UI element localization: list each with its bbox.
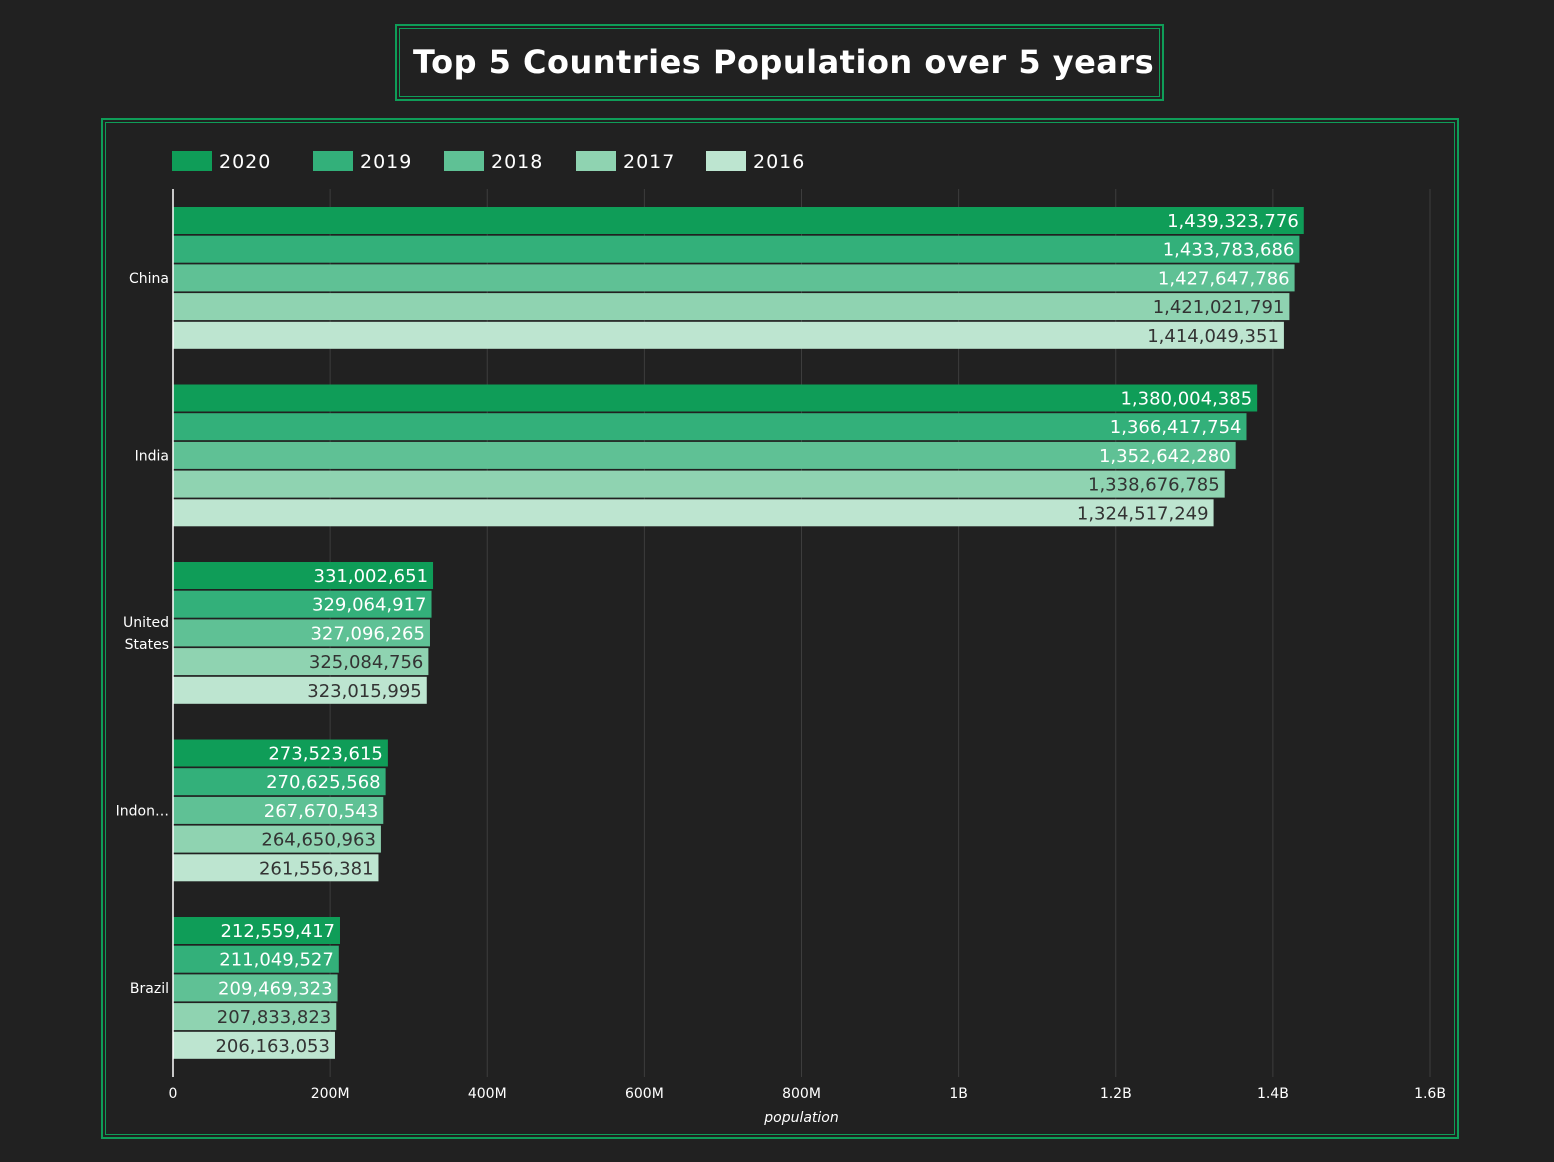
bar-value-label: 323,015,995	[307, 681, 422, 702]
bar	[173, 945, 339, 973]
legend-item: 2019	[313, 151, 412, 173]
bar-value-label: 209,469,323	[218, 978, 333, 999]
bar	[173, 768, 386, 796]
chart-frame	[101, 118, 1459, 1139]
x-tick-label: 1.4B	[1257, 1086, 1289, 1102]
x-tick-label: 1.6B	[1414, 1086, 1446, 1102]
legend-swatch	[172, 151, 212, 171]
bar	[173, 590, 432, 618]
bar-value-label: 211,049,527	[219, 950, 334, 971]
x-axis-title: population	[763, 1110, 839, 1126]
bar	[173, 441, 1236, 469]
x-tick-label: 1B	[949, 1086, 968, 1102]
category-label: United States	[123, 615, 169, 653]
bar-value-label: 267,670,543	[264, 801, 379, 822]
bar	[173, 413, 1247, 441]
legend-swatch	[313, 151, 353, 171]
bar-value-label: 207,833,823	[217, 1007, 332, 1028]
data-labels: 1,439,323,776 1,433,783,686 1,427,647,786 1…	[215, 211, 1298, 1057]
bars	[173, 207, 1304, 1059]
bar-value-label: 331,002,651	[314, 566, 429, 587]
bar	[173, 796, 384, 824]
bar	[173, 384, 1258, 412]
bar-value-label: 325,084,756	[309, 652, 424, 673]
bar-value-label: 1,338,676,785	[1088, 475, 1220, 496]
bar-value-label: 206,163,053	[215, 1036, 330, 1057]
bar-value-label: 212,559,417	[220, 921, 335, 942]
legend-item: 2018	[444, 151, 543, 173]
bar	[173, 1003, 337, 1031]
bar	[173, 321, 1284, 349]
bar-value-label: 273,523,615	[268, 744, 383, 765]
bar-value-label: 1,352,642,280	[1099, 446, 1231, 467]
x-tick-label: 600M	[625, 1086, 664, 1102]
legend-label: 2018	[491, 151, 543, 173]
bar-value-label: 1,427,647,786	[1158, 268, 1290, 289]
bar-value-label: 1,433,783,686	[1163, 240, 1295, 261]
x-tick-label: 200M	[311, 1086, 350, 1102]
x-tick-label: 1.2B	[1100, 1086, 1132, 1102]
bar	[173, 825, 381, 853]
bar	[173, 854, 379, 882]
x-tick-label: 0	[169, 1086, 178, 1102]
bar	[173, 917, 340, 944]
legend-item: 2016	[706, 151, 805, 173]
bar	[173, 648, 429, 676]
x-tick-label: 400M	[468, 1086, 507, 1102]
bar	[173, 619, 430, 647]
legend-swatch	[576, 151, 616, 171]
bar	[173, 739, 388, 767]
bar-value-label: 270,625,568	[266, 772, 381, 793]
bar-value-label: 264,650,963	[261, 830, 376, 851]
category-label: India	[135, 448, 169, 464]
bar	[173, 264, 1295, 292]
bar-value-label: 1,414,049,351	[1147, 326, 1279, 347]
legend: 2020 2019 2018 2017 2016	[172, 151, 805, 173]
bar-value-label: 329,064,917	[312, 595, 427, 616]
bar	[173, 499, 1214, 527]
legend-item: 2017	[576, 151, 675, 173]
category-label: China	[129, 271, 169, 287]
legend-label: 2016	[753, 151, 805, 173]
x-tick-label: 800M	[782, 1086, 821, 1102]
bar-value-label: 1,421,021,791	[1153, 297, 1285, 318]
bar-value-label: 327,096,265	[310, 623, 425, 644]
bar	[173, 207, 1304, 234]
category-label: Indon…	[116, 803, 169, 819]
legend-swatch	[444, 151, 484, 171]
bar	[173, 676, 427, 704]
bar-value-label: 261,556,381	[259, 858, 374, 879]
chart-title: Top 5 Countries Population over 5 years	[413, 43, 1155, 81]
legend-label: 2019	[360, 151, 412, 173]
legend-label: 2020	[219, 151, 271, 173]
bar	[173, 974, 338, 1002]
bar	[173, 562, 434, 589]
bar-value-label: 1,380,004,385	[1120, 389, 1252, 410]
x-axis-ticks: 0 200M 400M 600M 800M 1B 1.2B 1.4B 1.6B	[169, 1086, 1446, 1102]
bar	[173, 235, 1300, 263]
legend-label: 2017	[623, 151, 675, 173]
legend-item: 2020	[172, 151, 271, 173]
title-box: Top 5 Countries Population over 5 years	[395, 24, 1164, 101]
bar	[173, 293, 1290, 321]
bar-value-label: 1,439,323,776	[1167, 211, 1299, 232]
category-label: Brazil	[130, 981, 169, 997]
bar-value-label: 1,366,417,754	[1110, 417, 1242, 438]
category-labels: China India United States Indon… Brazil	[116, 271, 169, 997]
bar	[173, 1031, 335, 1059]
bar-value-label: 1,324,517,249	[1077, 503, 1209, 524]
legend-swatch	[706, 151, 746, 171]
bar	[173, 470, 1225, 498]
